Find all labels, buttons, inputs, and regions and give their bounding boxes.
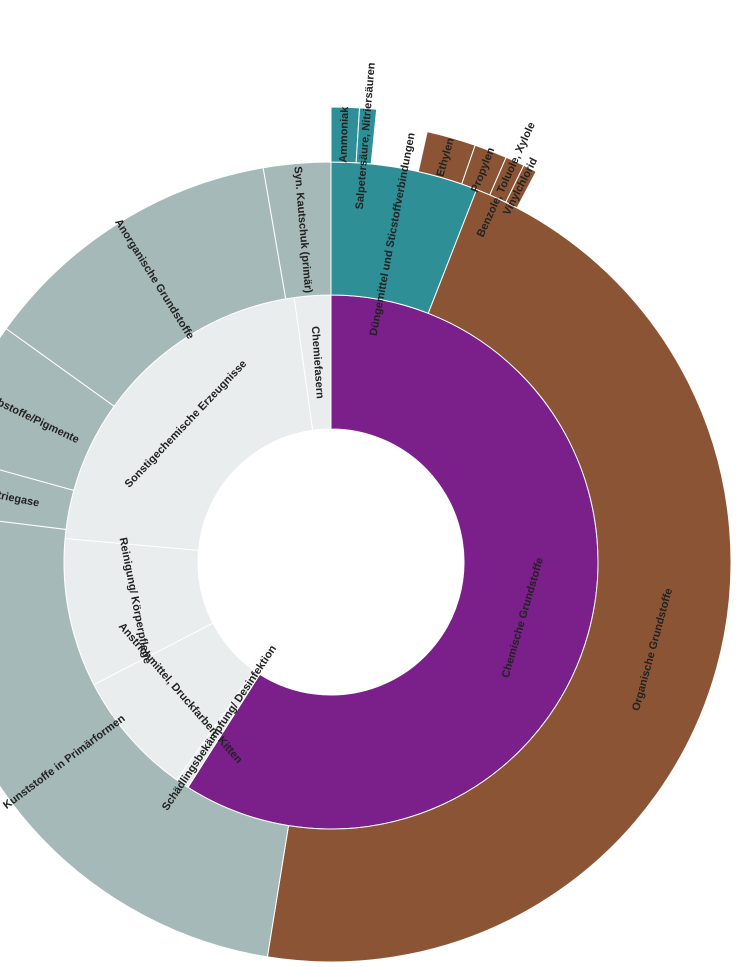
segment-vinylchlorid[interactable]	[505, 164, 537, 209]
segment-kunststoffe-in-primaerformen[interactable]	[0, 513, 290, 958]
label-ammoniak: Ammoniak	[337, 106, 351, 163]
segment-organische-grundstoffe[interactable]	[266, 188, 732, 963]
segment-syn-kautschuk-primaer[interactable]	[262, 161, 332, 300]
chart-segments	[0, 106, 732, 963]
label-chemiefasern: Chemiefasern	[309, 326, 326, 400]
segment-salpetersaeure-nitriersaeuren[interactable]	[355, 107, 378, 165]
